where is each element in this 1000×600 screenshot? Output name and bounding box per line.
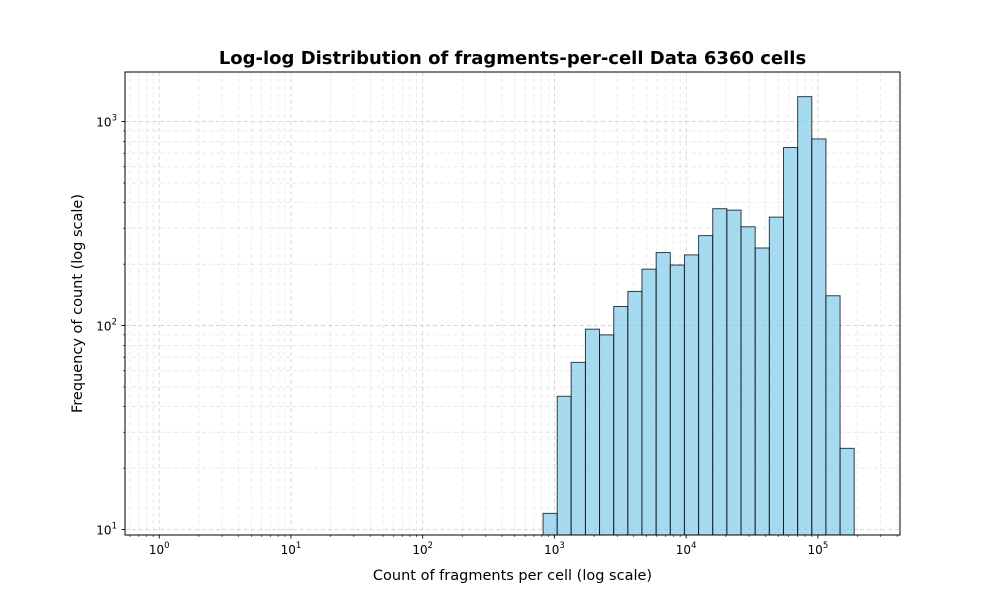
histogram-bar <box>797 96 813 536</box>
histogram-bar <box>754 247 770 536</box>
histogram-bar <box>627 290 643 536</box>
x-tick-label: 105 <box>808 541 829 557</box>
plot-frame <box>124 71 901 536</box>
histogram-bar <box>556 395 572 536</box>
y-tick-label: 102 <box>96 318 117 334</box>
histogram-bar <box>613 305 629 536</box>
histogram-bar <box>768 216 784 536</box>
y-tick-label: 103 <box>96 114 117 130</box>
histogram-bar <box>542 512 558 536</box>
histogram-bar <box>641 268 657 536</box>
y-axis-label: Frequency of count (log scale) <box>70 194 86 413</box>
chart-title: Log-log Distribution of fragments-per-ce… <box>219 48 806 69</box>
histogram-bar <box>599 334 615 536</box>
histogram-bar <box>712 208 728 536</box>
histogram-bar <box>839 447 855 536</box>
histogram-bar <box>698 235 714 536</box>
x-axis-label: Count of fragments per cell (log scale) <box>373 568 652 584</box>
histogram-bar <box>811 138 827 536</box>
x-tick-label: 102 <box>412 541 433 557</box>
histogram-bar <box>782 147 799 536</box>
histogram-bar <box>584 328 601 536</box>
x-tick-label: 100 <box>149 541 170 557</box>
y-tick-label: 101 <box>96 522 117 538</box>
x-tick-label: 104 <box>676 541 697 557</box>
histogram-bar <box>655 252 671 536</box>
histogram-bar <box>726 209 742 536</box>
histogram-bar <box>740 226 756 536</box>
y-axis-ticks: 101 102 103 <box>96 114 125 538</box>
histogram-bar <box>683 254 700 536</box>
x-tick-label: 103 <box>544 541 565 557</box>
histogram-bar <box>825 295 841 536</box>
x-axis-ticks: 100 101 102 103 104 105 <box>129 535 898 557</box>
histogram-bar <box>669 264 685 536</box>
x-tick-label: 101 <box>281 541 302 557</box>
histogram-bar <box>570 361 586 536</box>
